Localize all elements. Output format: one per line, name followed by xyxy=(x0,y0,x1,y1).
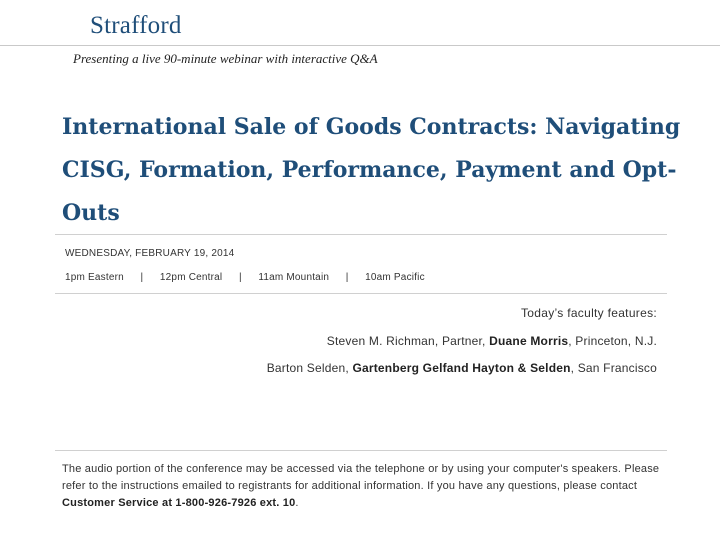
speaker-location: , Princeton, N.J. xyxy=(568,334,657,348)
audio-instructions: The audio portion of the conference may … xyxy=(62,461,662,512)
time-separator: | xyxy=(140,272,144,283)
speaker-richman: Steven M. Richman, Partner, Duane Morris… xyxy=(327,334,657,348)
speaker-location: , San Francisco xyxy=(570,361,657,375)
footer-period: . xyxy=(295,497,299,509)
strafford-logo: Strafford xyxy=(90,12,182,39)
webinar-date: WEDNESDAY, FEBRUARY 19, 2014 xyxy=(65,248,235,259)
tagline: Presenting a live 90-minute webinar with… xyxy=(73,51,378,66)
webinar-title: International Sale of Goods Contracts: N… xyxy=(62,114,681,226)
faculty-label: Today’s faculty features: xyxy=(520,306,657,320)
speaker-selden: Barton Selden, Gartenberg Gelfand Hayton… xyxy=(267,361,657,375)
time-separator: | xyxy=(345,272,349,283)
speaker-name: Barton Selden, xyxy=(266,361,353,375)
divider xyxy=(55,293,667,294)
time-pacific: 10am Pacific xyxy=(365,272,425,283)
speaker-name: Steven M. Richman, Partner, xyxy=(326,334,490,348)
divider xyxy=(55,234,667,235)
time-mountain: 11am Mountain xyxy=(258,272,330,283)
customer-service-contact: Customer Service at 1-800-926-7926 ext. … xyxy=(62,497,296,509)
divider xyxy=(55,450,667,451)
header-divider xyxy=(0,45,720,46)
speaker-firm: Duane Morris xyxy=(489,334,569,348)
audio-instructions-text: The audio portion of the conference may … xyxy=(62,463,660,492)
time-separator: | xyxy=(238,272,242,283)
time-eastern: 1pm Eastern xyxy=(65,272,124,283)
speaker-firm: Gartenberg Gelfand Hayton & Selden xyxy=(352,361,571,375)
time-central: 12pm Central xyxy=(159,272,223,283)
webinar-times: 1pm Eastern | 12pm Central | 11am Mountain | 1… xyxy=(65,272,425,283)
